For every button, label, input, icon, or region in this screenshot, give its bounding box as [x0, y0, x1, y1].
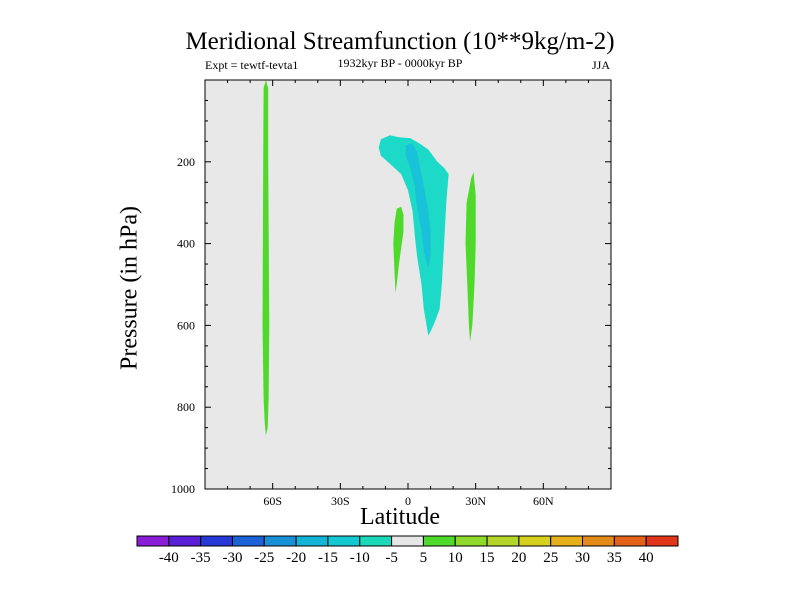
y-tick-label: 1000 — [171, 482, 195, 496]
colorbar-label: 35 — [607, 550, 622, 566]
colorbar-box — [613, 535, 647, 547]
colorbar-box — [422, 535, 456, 547]
colorbar-box — [454, 535, 488, 547]
y-tick-label: 800 — [177, 400, 195, 414]
colorbar-label: -5 — [385, 550, 398, 566]
colorbar-label: -10 — [350, 550, 370, 566]
colorbar-label: 15 — [480, 550, 495, 566]
colorbar-label: -20 — [286, 550, 306, 566]
colorbar-label: 30 — [575, 550, 590, 566]
colorbar-label: 40 — [639, 550, 654, 566]
colorbar-box — [391, 535, 424, 547]
colorbar-box — [136, 535, 170, 547]
period-subtitle: 1932kyr BP - 0000kyr BP — [337, 56, 463, 70]
colorbar-label: -35 — [191, 550, 211, 566]
colorbar-label: -40 — [159, 550, 179, 566]
x-tick-label: 0 — [405, 494, 411, 508]
colorbar-box — [582, 535, 615, 547]
contour-region-neg-core — [405, 143, 431, 269]
colorbar-label: 10 — [448, 550, 463, 566]
colorbar-box — [231, 535, 265, 547]
chart-title: Meridional Streamfunction (10**9kg/m-2) — [185, 28, 615, 55]
season-subtitle: JJA — [591, 58, 610, 72]
colorbar-label: 5 — [420, 550, 428, 566]
colorbar-box — [550, 535, 584, 547]
contour-region-pos-60s — [262, 80, 270, 436]
colorbar-box — [359, 535, 393, 547]
y-tick-label: 600 — [177, 318, 195, 332]
colorbar-box — [645, 535, 679, 547]
colorbar-box — [168, 535, 202, 547]
colorbar-box — [263, 535, 297, 547]
experiment-subtitle: Expt = tewtf-tevta1 — [205, 58, 299, 72]
colorbar-box — [295, 535, 329, 547]
x-tick-label: 60S — [263, 494, 282, 508]
colorbar-label: -25 — [254, 550, 274, 566]
colorbar-box — [518, 535, 552, 547]
x-axis-label: Latitude — [360, 504, 440, 530]
x-tick-label: 30S — [331, 494, 350, 508]
contour-region-neg-main — [378, 135, 449, 336]
colorbar-label: -15 — [318, 550, 338, 566]
colorbar-label: 20 — [511, 550, 526, 566]
colorbar-label: -30 — [222, 550, 242, 566]
x-tick-label: 60N — [533, 494, 554, 508]
colorbar-label: 25 — [543, 550, 558, 566]
colorbar-box — [327, 535, 361, 547]
colorbar-box — [486, 535, 520, 547]
y-tick-label: 400 — [177, 237, 195, 251]
x-tick-label: 30N — [465, 494, 486, 508]
y-tick-label: 200 — [177, 155, 195, 169]
contour-region-pos-0 — [393, 206, 404, 293]
contour-region-pos-30n — [465, 172, 476, 342]
colorbar-box — [200, 535, 233, 547]
